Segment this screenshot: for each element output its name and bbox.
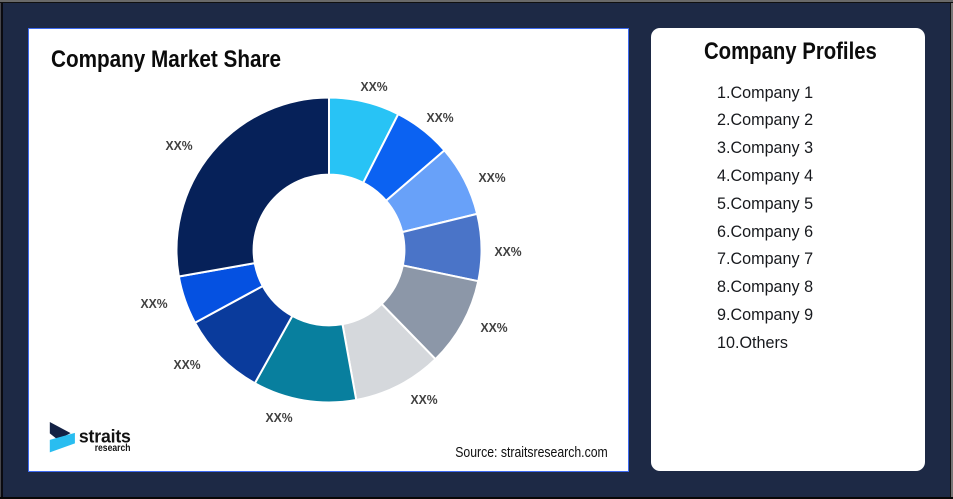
svg-text:research: research (95, 442, 131, 454)
svg-text:straits: straits (79, 425, 131, 446)
